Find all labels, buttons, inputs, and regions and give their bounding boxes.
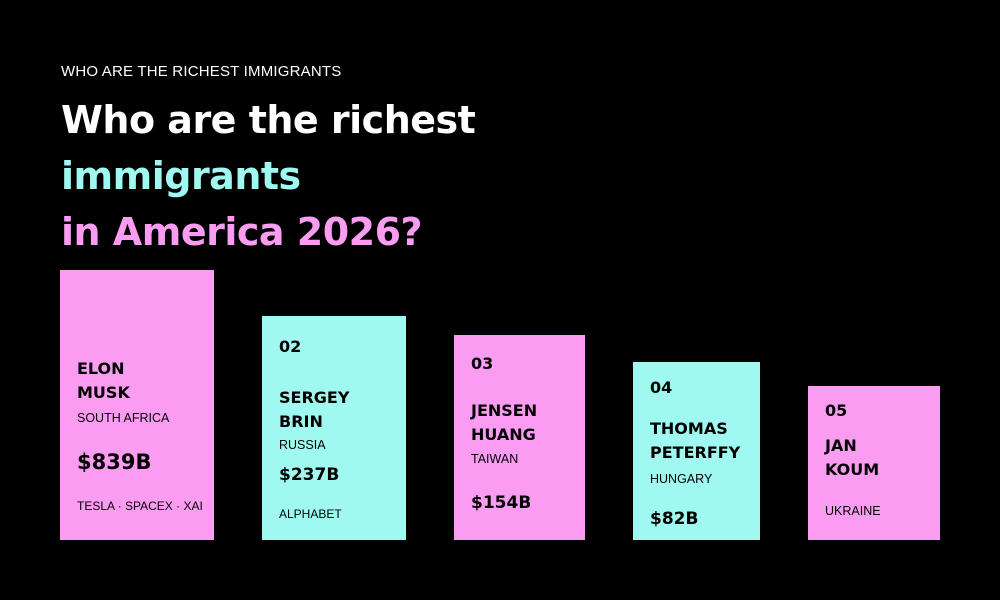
country-label: SOUTH AFRICA	[77, 411, 170, 425]
headline-line-3: in America 2026?	[61, 210, 423, 254]
name-line-2: MUSK	[77, 383, 130, 402]
country-label: RUSSIA	[279, 438, 326, 452]
name-line-2: BRIN	[279, 412, 323, 431]
rank-label: 05	[825, 401, 848, 420]
net-worth-label: $237B	[279, 465, 340, 485]
bar-01: 01 ELON MUSK SOUTH AFRICA $839B TESLA · SPACE…	[60, 31, 214, 540]
net-worth-label: $839B	[77, 450, 152, 474]
rank-label: 02	[279, 337, 302, 356]
name-line-1: SERGEY	[279, 388, 350, 407]
rank-label: 03	[471, 354, 494, 373]
company-label: ALPHABET	[279, 507, 342, 521]
company-label: TESLA · SPACEX · XAI	[77, 499, 203, 513]
country-label: TAIWAN	[471, 452, 519, 466]
net-worth-label: $82B	[650, 509, 699, 529]
net-worth-label: $154B	[471, 493, 532, 513]
name-line-1: JENSEN	[471, 401, 538, 420]
name-line-2: PETERFFY	[650, 443, 741, 462]
country-label: HUNGARY	[650, 472, 713, 486]
rank-label: 01	[77, 31, 100, 50]
name-line-2: HUANG	[471, 425, 536, 444]
bar-03: 03 JENSEN HUANG TAIWAN $154B	[454, 335, 585, 540]
bar-04: 04 THOMAS PETERFFY HUNGARY $82B	[633, 362, 760, 540]
bar-05: 05 JAN KOUM UKRAINE	[808, 386, 940, 540]
name-line-1: THOMAS	[650, 419, 728, 438]
name-line-1: JAN	[825, 436, 857, 455]
country-label: UKRAINE	[825, 504, 881, 518]
headline-line-2: immigrants	[61, 154, 301, 198]
name-line-2: KOUM	[825, 460, 880, 479]
name-line-1: ELON	[77, 359, 125, 378]
rank-label: 04	[650, 378, 673, 397]
bar-02: 02 SERGEY BRIN RUSSIA $237B ALPHABET	[262, 316, 406, 540]
headline-line-1: Who are the richest	[61, 98, 476, 142]
eyebrow-label: WHO ARE THE RICHEST IMMIGRANTS	[61, 63, 342, 80]
